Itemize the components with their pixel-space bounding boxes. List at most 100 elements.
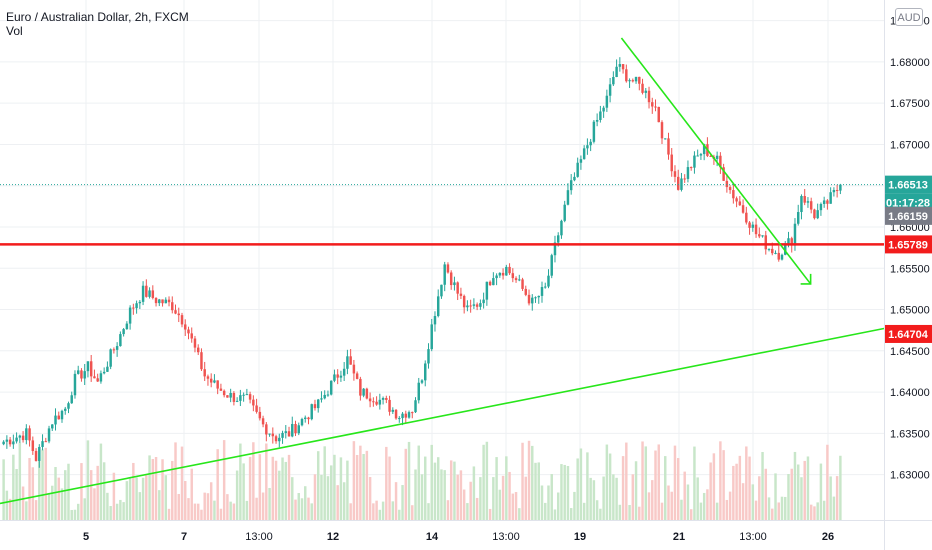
volume-bar [323, 446, 326, 520]
volume-bar [145, 475, 148, 520]
price-tick-label: 1.68000 [890, 57, 930, 69]
volume-bar [784, 496, 787, 520]
volume-bar [527, 440, 531, 520]
candle-body [819, 203, 823, 211]
volume-bar [206, 493, 210, 520]
candle-body [51, 424, 54, 429]
candle-body [115, 346, 119, 350]
candle-body [200, 352, 203, 370]
price-tick-label: 1.65500 [890, 263, 930, 275]
volume-bar [709, 462, 712, 520]
candle-body [64, 408, 67, 411]
candle-body [725, 180, 729, 188]
candle-body [206, 376, 210, 379]
red-line-badge: 1.65789 [888, 239, 928, 251]
green-line-badge-bg [885, 324, 932, 343]
volume-bar [242, 463, 245, 520]
symbol-title[interactable]: Euro / Australian Dollar, 2h, FXCM [6, 10, 189, 24]
candle-body [498, 272, 502, 276]
candle-body [258, 411, 262, 419]
candle-body [174, 310, 177, 314]
volume-bar [514, 492, 518, 520]
volume-bar [54, 467, 57, 520]
candle-body [261, 418, 265, 425]
volume-bar [774, 473, 777, 520]
candle-body [25, 428, 28, 441]
volume-bar [203, 492, 206, 520]
candle-body [67, 403, 70, 409]
volume-bar [676, 458, 680, 520]
candle-body [479, 303, 482, 307]
candle-body [689, 167, 693, 169]
volume-bar [31, 467, 35, 520]
volume-bar [735, 463, 738, 520]
volume-bar [456, 474, 459, 520]
volume-bar [771, 508, 774, 520]
volume-bar [796, 464, 800, 520]
volume-bar [411, 505, 414, 520]
candle-body [715, 155, 719, 159]
time-tick-label: 19 [574, 531, 586, 543]
volume-bar [576, 458, 579, 520]
drawings [0, 37, 932, 505]
candle-body [803, 196, 806, 203]
volume-bar [751, 484, 755, 520]
candle-body [602, 107, 605, 112]
candle-body [15, 437, 18, 442]
volume-bar [498, 489, 502, 520]
candle-body [171, 302, 174, 311]
price-axis: 1.685001.680001.675001.670001.665001.660… [884, 0, 930, 550]
volume-bar [469, 481, 472, 520]
trendline-arrow [800, 273, 812, 285]
candle-body [592, 121, 596, 142]
red-line-badge-bg [885, 235, 932, 254]
volume-label[interactable]: Vol [6, 24, 23, 38]
candle-body [316, 399, 320, 409]
volume-bar [2, 459, 5, 520]
candle-body [12, 441, 15, 445]
volume-bar [569, 508, 573, 520]
volume-bar [579, 448, 583, 520]
candle-body [816, 210, 819, 219]
candle-body [229, 392, 232, 398]
volume-bar [313, 474, 317, 520]
candle-body [151, 290, 155, 298]
volume-bar [534, 462, 537, 520]
volume-bar [326, 476, 330, 520]
volume-bar [38, 457, 41, 520]
volume-bar [158, 490, 161, 520]
volume-bar [566, 466, 570, 520]
volume-bar [125, 481, 129, 520]
volume-bar [436, 457, 440, 520]
volume-bar [112, 472, 116, 520]
candle-body [161, 299, 164, 304]
volume-bar [764, 468, 768, 520]
candle-body [586, 145, 589, 149]
volume-bar [329, 465, 333, 520]
candle-body [216, 380, 219, 389]
candle-body [537, 295, 540, 298]
volume-bar [342, 482, 346, 520]
volume-bar [628, 505, 631, 520]
candle-body [527, 294, 531, 304]
candle-body [660, 122, 664, 139]
volume-bar [761, 452, 764, 520]
volume-bar [790, 468, 793, 520]
candle-body [582, 148, 586, 160]
candle-body [550, 255, 553, 276]
currency-button[interactable]: AUD [895, 8, 923, 26]
candle-body [86, 361, 90, 372]
candle-body [352, 364, 356, 374]
candle-body [83, 371, 86, 379]
volume-bar [18, 442, 22, 520]
volume-bar [375, 500, 378, 520]
candle-body [751, 224, 755, 228]
volume-bar [213, 500, 216, 520]
candle-body [758, 234, 761, 237]
volume-bar [531, 445, 534, 520]
time-tick-label: 7 [181, 531, 187, 543]
candle-body [265, 424, 268, 435]
candle-body [806, 201, 810, 203]
candle-body [41, 441, 44, 447]
